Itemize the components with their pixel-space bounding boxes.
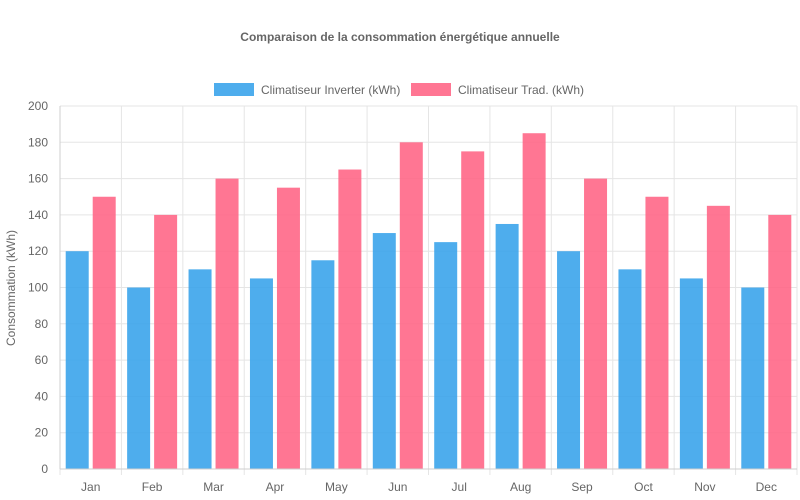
axes <box>59 106 797 470</box>
y-tick-label: 20 <box>35 426 49 440</box>
y-tick-label: 40 <box>35 389 49 403</box>
y-axis-title: Consommation (kWh) <box>4 230 18 346</box>
chart-title: Comparaison de la consommation énergétiq… <box>240 30 560 44</box>
bar-inverter-apr[interactable] <box>249 278 273 469</box>
legend-label: Climatiseur Inverter (kWh) <box>261 83 400 97</box>
legend[interactable]: Climatiseur Inverter (kWh) Climatiseur Tr… <box>214 83 584 97</box>
x-tick-label: Jul <box>452 480 467 494</box>
x-tick-label: May <box>325 480 348 494</box>
bars <box>65 133 792 470</box>
legend-item-traditional[interactable]: Climatiseur Trad. (kWh) <box>411 83 584 97</box>
x-tick-label: Aug <box>510 480 531 494</box>
y-tick-label: 0 <box>41 462 48 476</box>
x-axis-ticks: Jan Feb Mar Apr May Jun Jul Aug Sep Oct Nov Dec <box>81 480 777 494</box>
x-tick-label: Dec <box>756 480 777 494</box>
y-tick-label: 140 <box>28 208 48 222</box>
x-tick-label: Sep <box>571 480 593 494</box>
bar-inverter-dec[interactable] <box>741 287 765 470</box>
y-axis-ticks: 0 20 40 60 80 100 120 140 160 180 200 <box>28 99 48 476</box>
legend-swatch <box>214 83 254 96</box>
x-tick-label: Mar <box>203 480 224 494</box>
bar-inverter-jan[interactable] <box>65 251 89 469</box>
x-tick-label: Nov <box>694 480 715 494</box>
y-tick-label: 60 <box>35 353 49 367</box>
bar-traditional-nov[interactable] <box>706 205 730 469</box>
y-tick-label: 160 <box>28 172 48 186</box>
x-tick-label: Jan <box>81 480 100 494</box>
bar-traditional-aug[interactable] <box>522 133 546 469</box>
bar-inverter-feb[interactable] <box>127 287 151 470</box>
y-tick-label: 200 <box>28 99 48 113</box>
legend-swatch <box>411 83 451 96</box>
bar-traditional-jul[interactable] <box>461 151 485 469</box>
bar-traditional-oct[interactable] <box>645 196 669 469</box>
bar-traditional-jun[interactable] <box>399 142 423 470</box>
bar-traditional-apr[interactable] <box>276 187 300 470</box>
x-tick-label: Feb <box>142 480 163 494</box>
x-tick-label: Jun <box>388 480 407 494</box>
legend-item-inverter[interactable]: Climatiseur Inverter (kWh) <box>214 83 400 97</box>
y-tick-label: 180 <box>28 135 48 149</box>
legend-label: Climatiseur Trad. (kWh) <box>458 83 584 97</box>
bar-inverter-sep[interactable] <box>557 251 581 469</box>
bar-traditional-feb[interactable] <box>154 214 178 469</box>
x-tick-label: Apr <box>266 480 285 494</box>
bar-inverter-oct[interactable] <box>618 269 642 469</box>
bar-traditional-mar[interactable] <box>215 178 239 469</box>
y-tick-label: 100 <box>28 281 48 295</box>
bar-inverter-may[interactable] <box>311 260 335 469</box>
bar-inverter-aug[interactable] <box>495 223 519 469</box>
y-tick-label: 80 <box>35 317 49 331</box>
x-tick-label: Oct <box>634 480 653 494</box>
bar-inverter-jul[interactable] <box>434 242 458 469</box>
bar-traditional-jan[interactable] <box>92 196 116 469</box>
bar-inverter-mar[interactable] <box>188 269 212 469</box>
bar-inverter-nov[interactable] <box>679 278 703 469</box>
y-tick-label: 120 <box>28 244 48 258</box>
bar-inverter-jun[interactable] <box>372 233 396 469</box>
bar-traditional-dec[interactable] <box>768 214 792 469</box>
bar-traditional-sep[interactable] <box>584 178 608 469</box>
bar-traditional-may[interactable] <box>338 169 362 469</box>
